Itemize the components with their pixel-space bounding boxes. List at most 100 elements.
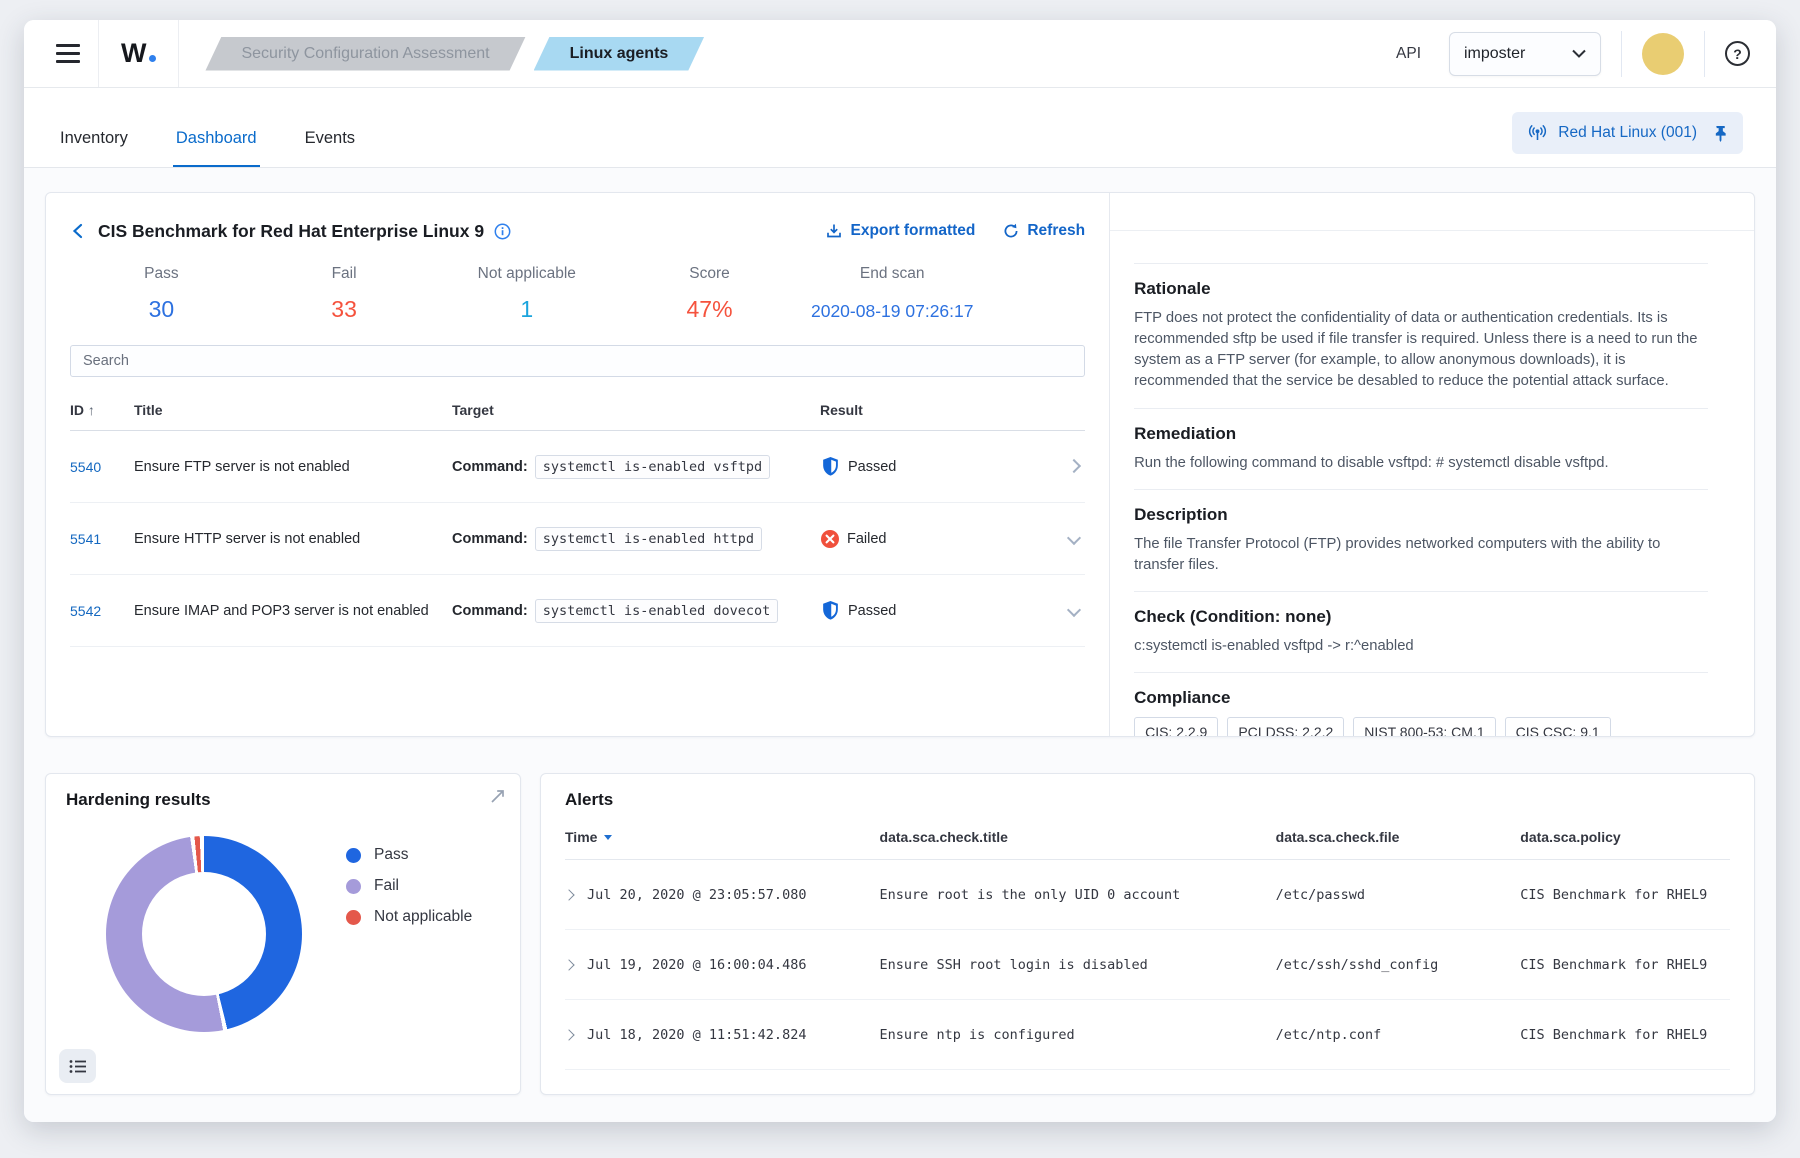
legend-dot	[346, 847, 361, 863]
checks-table-header: ID ↑ Title Target Result	[70, 389, 1086, 431]
legend-item[interactable]: Fail	[346, 877, 472, 895]
alert-check-title: Ensure SSH root login is disabled	[879, 956, 1148, 973]
pin-icon[interactable]	[1713, 125, 1728, 142]
tab-bar: Inventory Dashboard Events Red Hat Linux…	[24, 88, 1776, 168]
stat-label: Fail	[331, 265, 357, 282]
column-header-id[interactable]: ID ↑	[70, 401, 95, 418]
check-target: Command: systemctl is-enabled httpd	[452, 526, 820, 551]
column-header-check-title[interactable]: data.sca.check.title	[879, 828, 1008, 845]
legend-toggle-icon[interactable]	[59, 1049, 96, 1083]
stat-label: End scan	[859, 265, 925, 282]
alerts-title: Alerts	[565, 790, 614, 809]
check-id-link[interactable]: 5542	[70, 602, 102, 619]
failed-x-icon	[821, 529, 839, 548]
tab[interactable]: Inventory	[57, 129, 131, 167]
compliance-badge: NIST 800-53: CM.1	[1353, 717, 1496, 736]
stat-value: 33	[331, 296, 357, 322]
sort-desc-icon	[604, 834, 613, 844]
column-header-time[interactable]: Time	[565, 829, 880, 845]
api-host-value: imposter	[1464, 44, 1526, 62]
check-target: Command: systemctl is-enabled vsftpd	[452, 454, 820, 479]
api-host-select[interactable]: imposter	[1449, 31, 1601, 76]
alerts-panel: Alerts Time data.sca.check.title data.sc…	[540, 773, 1755, 1095]
table-row[interactable]: 5541 Ensure HTTP server is not enabled C…	[70, 503, 1086, 575]
checks-section: CIS Benchmark for Red Hat Enterprise Lin…	[46, 193, 1111, 736]
alerts-table-header: Time data.sca.check.title data.sca.check…	[565, 814, 1730, 860]
help-icon[interactable]: ?	[1725, 41, 1750, 66]
tab-label: Events	[304, 129, 356, 147]
compliance-heading: Compliance	[1134, 688, 1231, 708]
alert-row[interactable]: Jul 18, 2020 @ 11:51:42.824 Ensure ntp i…	[563, 1000, 1730, 1070]
policy-title: CIS Benchmark for Red Hat Enterprise Lin…	[98, 220, 485, 241]
api-label: API	[1396, 44, 1421, 62]
menu-icon[interactable]	[56, 44, 82, 63]
wazuh-logo[interactable]: W	[99, 38, 178, 69]
check-result: Passed	[820, 600, 1010, 621]
compliance-badge: CIS: 2.2.9	[1134, 717, 1219, 736]
expand-icon[interactable]	[489, 788, 506, 808]
refresh-button[interactable]: Refresh	[1003, 222, 1085, 240]
expand-alert-icon[interactable]	[563, 888, 575, 901]
table-row[interactable]: 5540 Ensure FTP server is not enabled Co…	[70, 431, 1086, 503]
breadcrumb-chip[interactable]: Security Configuration Assessment	[205, 37, 525, 71]
stat-value: 47%	[686, 296, 733, 322]
back-icon[interactable]	[70, 221, 85, 241]
check-detail-section: Rationale FTP does not protect the confi…	[1110, 193, 1754, 736]
stats-row: Pass 30 Fail 33 Not applicable 1	[70, 265, 984, 323]
donut-hole	[142, 872, 266, 996]
compliance-section: Compliance CIS: 2.2.9 PCI DSS: 2.2.2 NIS…	[1134, 672, 1708, 736]
column-header-title[interactable]: Title	[134, 401, 163, 418]
breadcrumb: Security Configuration Assessment Linux …	[205, 37, 704, 71]
logo-letter: W	[121, 38, 147, 68]
expand-row-icon[interactable]	[1067, 602, 1085, 619]
app-window: W Security Configuration Assessment Linu…	[24, 20, 1776, 1122]
donut-chart[interactable]	[106, 836, 302, 1032]
check-title: Ensure IMAP and POP3 server is not enabl…	[134, 602, 429, 619]
expand-alert-icon[interactable]	[563, 958, 575, 971]
legend-item[interactable]: Not applicable	[346, 908, 472, 926]
divider	[178, 20, 180, 87]
legend-item[interactable]: Pass	[346, 846, 472, 864]
alert-time: Jul 20, 2020 @ 23:05:57.080	[587, 886, 807, 903]
tabs: Inventory Dashboard Events	[57, 129, 400, 167]
breadcrumb-chip[interactable]: Linux agents	[534, 37, 705, 71]
agent-selector-button[interactable]: Red Hat Linux (001)	[1512, 112, 1743, 154]
dashboard-content: CIS Benchmark for Red Hat Enterprise Lin…	[24, 168, 1776, 1122]
result-label: Failed	[847, 530, 887, 547]
detail-heading: Check (Condition: none)	[1134, 607, 1332, 627]
expand-alert-icon[interactable]	[563, 1028, 575, 1041]
alert-check-file: /etc/ssh/sshd_config	[1275, 956, 1439, 973]
detail-body: c:systemctl is-enabled vsftpd -> r:^enab…	[1134, 638, 1414, 655]
alert-row[interactable]: Jul 20, 2020 @ 23:05:57.080 Ensure root …	[563, 860, 1730, 930]
check-id-link[interactable]: 5541	[70, 530, 102, 547]
detail-section: Check (Condition: none) c:systemctl is-e…	[1134, 591, 1708, 657]
column-header-result: Result	[820, 401, 863, 418]
column-header-policy[interactable]: data.sca.policy	[1520, 828, 1621, 845]
logo-dot-icon	[149, 55, 157, 62]
checks-table-body: 5540 Ensure FTP server is not enabled Co…	[70, 431, 1086, 647]
expand-row-icon[interactable]	[1067, 530, 1085, 547]
search-input[interactable]	[70, 345, 1086, 377]
refresh-icon	[1004, 223, 1018, 238]
column-header-check-file[interactable]: data.sca.check.file	[1275, 828, 1400, 845]
alert-policy: CIS Benchmark for RHEL9	[1520, 886, 1708, 903]
broadcast-icon	[1529, 125, 1547, 140]
check-target: Command: systemctl is-enabled dovecot	[452, 598, 820, 623]
alert-policy: CIS Benchmark for RHEL9	[1520, 1026, 1708, 1043]
expand-row-icon[interactable]	[1067, 458, 1085, 475]
stat: Score 47%	[618, 265, 801, 323]
alert-check-file: /etc/passwd	[1275, 886, 1366, 903]
tab[interactable]: Events	[302, 129, 358, 167]
alert-check-title: Ensure ntp is configured	[879, 1026, 1075, 1043]
detail-header-strip	[1110, 193, 1754, 231]
user-avatar[interactable]	[1642, 32, 1684, 75]
alert-policy: CIS Benchmark for RHEL9	[1520, 956, 1708, 973]
export-formatted-button[interactable]: Export formatted	[826, 222, 975, 240]
info-icon[interactable]	[494, 223, 511, 240]
tab[interactable]: Dashboard	[172, 129, 260, 167]
table-row[interactable]: 5542 Ensure IMAP and POP3 server is not …	[70, 575, 1086, 647]
passed-shield-icon	[823, 601, 838, 620]
alert-row[interactable]: Jul 19, 2020 @ 16:00:04.486 Ensure SSH r…	[563, 930, 1730, 1000]
stat-label: Not applicable	[477, 265, 576, 282]
check-id-link[interactable]: 5540	[70, 458, 102, 475]
